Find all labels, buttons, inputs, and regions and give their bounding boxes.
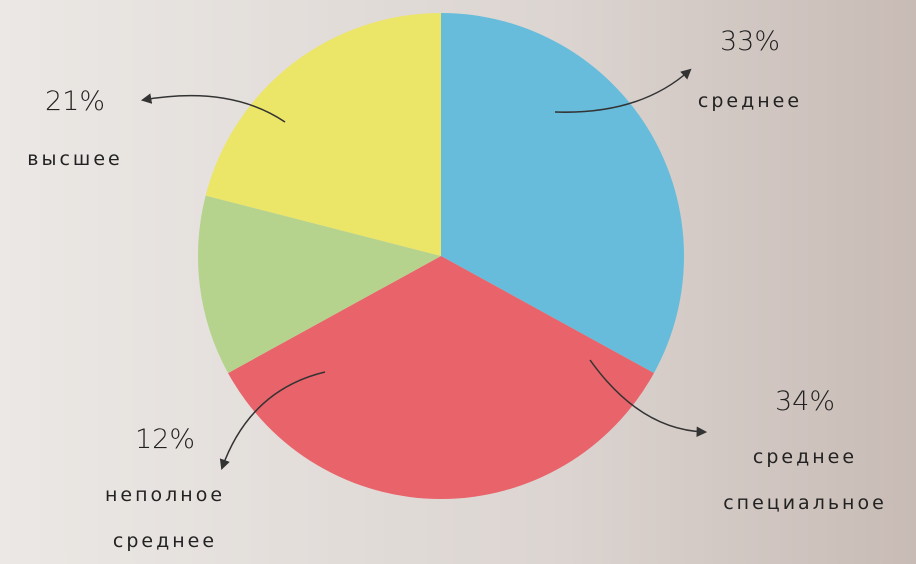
category-label: среднее [697,90,803,112]
arrow [219,371,326,470]
pie-slice [441,13,684,374]
value-label: 21% [44,86,105,117]
category-label: высшее [27,148,123,170]
category-label: среднее специальное [723,446,887,514]
pie-slice [228,256,654,499]
value-label: 33% [719,26,780,57]
pie-slice [198,195,441,374]
pie-slice [205,13,441,256]
category-label: неполное среднее [104,484,226,552]
arrow [589,359,708,437]
value-label: 12% [134,424,195,455]
arrow [140,93,286,123]
value-label: 34% [774,386,835,417]
arrow [554,68,692,113]
